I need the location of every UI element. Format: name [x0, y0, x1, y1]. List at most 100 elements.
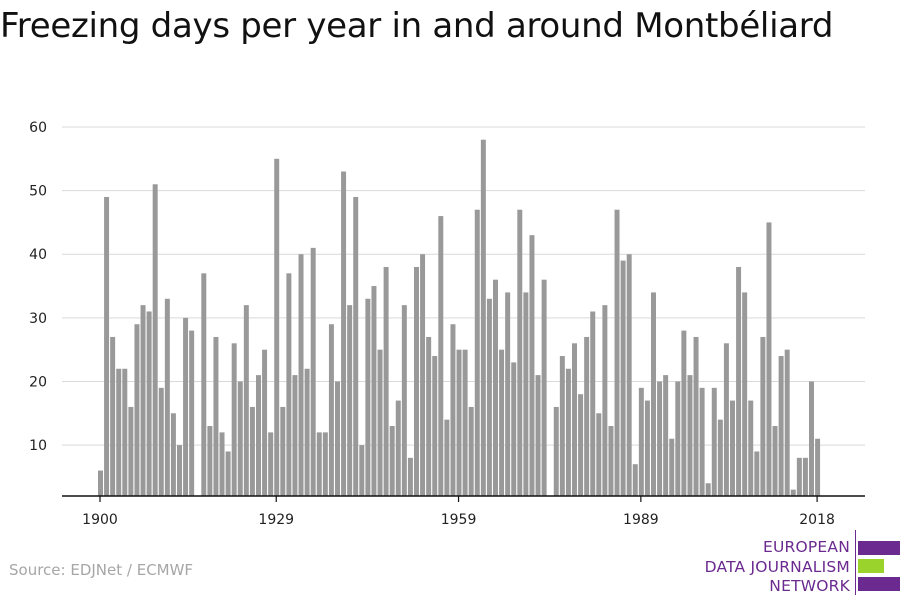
bar — [608, 426, 614, 496]
bar — [493, 279, 498, 496]
bar — [742, 292, 748, 496]
bar — [474, 209, 480, 496]
bar — [730, 400, 735, 496]
y-tick-label: 60 — [29, 120, 47, 136]
bar — [280, 406, 286, 496]
logo-line-2: DATA JOURNALISM — [704, 558, 850, 576]
bar — [529, 235, 535, 496]
bar — [614, 209, 620, 496]
bar — [772, 426, 778, 496]
bar — [213, 336, 219, 496]
bar — [638, 387, 644, 496]
bar — [723, 343, 729, 496]
bar — [371, 286, 377, 496]
bar — [249, 406, 255, 496]
bar — [578, 394, 584, 496]
bar — [675, 381, 681, 496]
bar — [717, 419, 723, 496]
bar — [462, 349, 468, 496]
bar — [632, 464, 638, 496]
bar — [262, 349, 268, 496]
bar — [110, 336, 116, 496]
bar — [140, 305, 146, 496]
bar — [335, 381, 340, 496]
bar — [523, 292, 529, 496]
bar — [365, 298, 371, 496]
logo-bar-purple-top — [858, 541, 900, 555]
bar — [274, 158, 280, 496]
bars — [98, 139, 821, 497]
bar — [711, 387, 717, 496]
bar — [189, 330, 195, 496]
bar — [778, 356, 784, 496]
y-tick-label: 20 — [29, 374, 47, 390]
bar — [705, 483, 711, 496]
bar — [669, 438, 675, 496]
bar — [681, 330, 687, 496]
bar — [304, 368, 310, 496]
bar — [414, 266, 419, 496]
bar — [766, 222, 772, 496]
bar — [438, 216, 444, 496]
bar — [328, 324, 334, 496]
bar — [170, 413, 176, 496]
edjnet-logo: EUROPEAN DATA JOURNALISM NETWORK — [700, 530, 900, 595]
bar — [225, 451, 231, 496]
bar — [237, 381, 243, 496]
bar — [128, 406, 134, 496]
bar — [760, 336, 766, 496]
logo-bar-green — [858, 559, 884, 573]
y-tick-label: 50 — [29, 184, 47, 200]
logo-line-3: NETWORK — [769, 577, 850, 595]
bar — [511, 362, 517, 496]
bar — [298, 254, 304, 496]
x-tick-label: 1929 — [258, 512, 294, 528]
logo-line-1: EUROPEAN — [762, 538, 850, 556]
y-tick-label: 30 — [29, 311, 47, 327]
x-tick-label: 1959 — [441, 512, 477, 528]
bar — [748, 400, 754, 496]
bar — [602, 305, 608, 496]
bar — [626, 254, 632, 496]
bar — [292, 375, 298, 496]
bar — [177, 445, 182, 496]
bar — [754, 451, 760, 496]
bar — [784, 349, 790, 496]
bar — [316, 432, 322, 496]
bar — [146, 311, 152, 496]
logo-divider — [855, 530, 856, 595]
x-tick-label: 1989 — [623, 512, 659, 528]
bar — [486, 298, 492, 496]
bar — [201, 273, 207, 496]
bar — [565, 368, 571, 496]
x-tick-label: 2018 — [799, 512, 835, 528]
bar — [322, 432, 328, 496]
bar — [347, 305, 353, 496]
bar — [790, 489, 796, 496]
bar — [395, 400, 401, 496]
bar — [207, 426, 213, 496]
bar — [231, 343, 237, 496]
bar — [98, 470, 103, 496]
y-tick-label: 10 — [29, 438, 47, 454]
bar — [104, 196, 110, 497]
chart-title: Freezing days per year in and around Mon… — [0, 6, 834, 46]
bar — [407, 457, 413, 496]
bar — [401, 305, 407, 496]
x-tick-label: 1900 — [82, 512, 118, 528]
bar — [535, 375, 541, 496]
bar — [517, 209, 523, 496]
bar — [122, 368, 128, 496]
bar — [596, 413, 602, 496]
bar — [553, 406, 559, 496]
bar — [420, 254, 426, 496]
bar — [620, 260, 626, 496]
bar — [444, 419, 450, 496]
bar — [699, 387, 705, 496]
bar — [383, 266, 389, 496]
bar — [353, 196, 359, 497]
bar — [134, 324, 140, 496]
bar — [432, 356, 438, 496]
bar — [450, 324, 456, 496]
